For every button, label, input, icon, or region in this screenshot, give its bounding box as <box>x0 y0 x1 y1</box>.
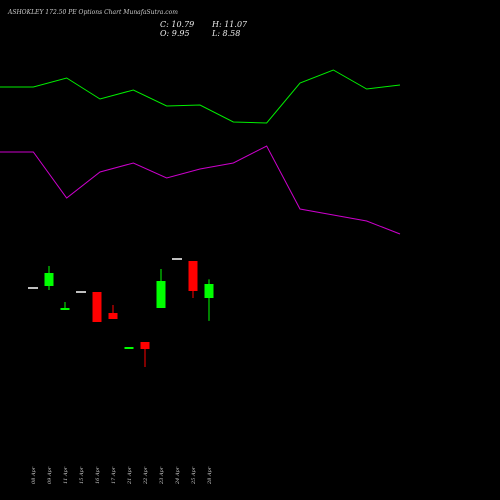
x-tick-label: 09 Apr <box>47 466 53 484</box>
candle-body <box>140 342 150 349</box>
x-tick-label: 15 Apr <box>79 466 85 484</box>
x-tick-label: 24 Apr <box>175 466 181 485</box>
x-tick-label: 22 Apr <box>143 466 149 485</box>
candle-body <box>44 273 54 286</box>
candle-body <box>124 347 134 349</box>
candle-body <box>108 313 118 319</box>
close-label: C: 10.79 <box>160 20 194 29</box>
candle-body <box>60 308 70 310</box>
open-label: O: 9.95 <box>160 29 190 38</box>
x-tick-label: 11 Apr <box>63 466 69 484</box>
candle-body <box>92 292 102 322</box>
low-label: L: 8.58 <box>211 29 240 38</box>
high-label: H: 11.07 <box>211 20 248 29</box>
x-tick-label: 23 Apr <box>159 466 165 485</box>
x-tick-label: 17 Apr <box>111 466 117 484</box>
x-tick-label: 08 Apr <box>31 466 37 484</box>
chart-title: ASHOKLEY 172.50 PE Options Chart MunafaS… <box>7 9 178 16</box>
x-tick-label: 25 Apr <box>191 466 197 485</box>
x-tick-label: 21 Apr <box>127 466 133 485</box>
x-tick-label: 16 Apr <box>95 466 101 484</box>
candle-body <box>204 284 214 298</box>
indicator-line <box>0 69 401 124</box>
x-tick-label: 28 Apr <box>207 466 213 485</box>
candle-body <box>156 281 166 308</box>
candle-body <box>188 261 198 291</box>
indicator-line <box>0 145 401 235</box>
